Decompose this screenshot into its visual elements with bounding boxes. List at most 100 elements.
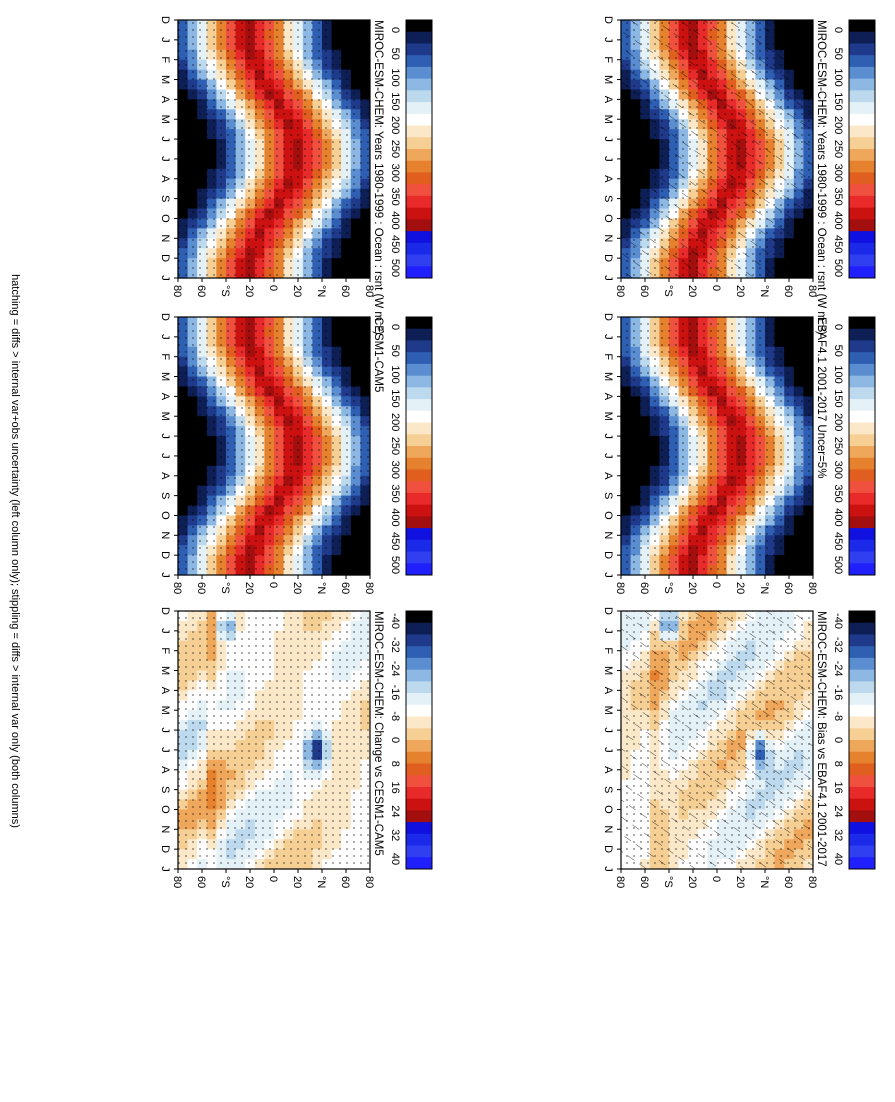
- x-tick-label: D: [602, 607, 614, 615]
- color-swatch: [849, 798, 875, 811]
- x-tick-label: A: [602, 472, 614, 480]
- x-tick-label: S: [159, 195, 171, 202]
- color-bar-label: 150: [832, 92, 844, 110]
- color-swatch: [849, 340, 875, 353]
- color-swatch: [406, 669, 432, 682]
- y-tick-label: 80: [614, 876, 626, 888]
- color-swatch: [849, 125, 875, 138]
- color-bar-label: 0: [389, 737, 401, 743]
- color-bar-label: 350: [832, 484, 844, 502]
- color-swatch: [849, 184, 875, 197]
- color-swatch: [849, 78, 875, 91]
- x-tick-label: O: [602, 511, 614, 520]
- color-swatch: [406, 207, 432, 220]
- color-bar-label: 100: [389, 68, 401, 86]
- y-tick-label: °S: [662, 582, 674, 594]
- color-swatch: [849, 434, 875, 447]
- color-swatch: [406, 20, 432, 33]
- x-tick-label: A: [602, 393, 614, 401]
- color-swatch: [849, 231, 875, 244]
- color-swatch: [406, 857, 432, 870]
- color-swatch: [406, 822, 432, 835]
- x-tick-label: F: [602, 56, 614, 63]
- color-swatch: [406, 219, 432, 232]
- x-tick-label: F: [159, 353, 171, 360]
- color-swatch: [406, 704, 432, 717]
- y-tick-label: 80: [363, 582, 375, 594]
- color-bar: 0 50 100 150 200 250 300 350 400 450 500: [832, 19, 876, 279]
- color-swatch: [406, 728, 432, 741]
- color-swatch: [406, 469, 432, 482]
- color-swatch: [406, 611, 432, 624]
- color-swatch: [849, 469, 875, 482]
- color-swatch: [406, 195, 432, 209]
- x-tick-label: J: [159, 156, 171, 162]
- color-swatch: [849, 219, 875, 232]
- x-tick-label: D: [602, 313, 614, 321]
- color-bar-label: 8: [389, 761, 401, 767]
- color-bar-label: 0: [832, 27, 844, 33]
- x-tick-label: D: [159, 607, 171, 615]
- y-tick-label: 80: [171, 876, 183, 888]
- x-tick-label: S: [602, 786, 614, 793]
- color-swatch: [406, 102, 432, 115]
- figure-canvas: MIROC-ESM-CHEM: Years 1980-1999 : Ocean …: [9, 16, 876, 888]
- x-tick-label: N: [602, 825, 614, 833]
- color-swatch: [406, 31, 432, 44]
- x-tick-label: M: [602, 372, 614, 381]
- x-tick-label: A: [159, 472, 171, 480]
- color-bar-label: 250: [832, 437, 844, 455]
- color-bar-label: 50: [389, 345, 401, 357]
- color-bar-label: 400: [389, 508, 401, 526]
- figure-footer: hatching = diffs > internal var+obs unce…: [9, 274, 21, 828]
- color-swatch: [406, 184, 432, 197]
- color-swatch: [849, 822, 875, 835]
- color-swatch: [849, 410, 875, 423]
- color-swatch: [849, 399, 875, 412]
- x-tick-label: M: [159, 706, 171, 715]
- color-swatch: [849, 317, 875, 330]
- color-bar-label: 200: [389, 116, 401, 134]
- color-bar-label: 100: [832, 365, 844, 383]
- panel-6: MIROC-ESM-CHEM: Change vs CESM1-CAM5 D J F M…: [159, 607, 433, 888]
- y-tick-label: 60: [339, 876, 351, 888]
- x-tick-label: N: [602, 531, 614, 539]
- color-swatch: [849, 775, 875, 788]
- color-swatch: [406, 266, 432, 279]
- color-swatch: [849, 102, 875, 115]
- color-bar-label: 350: [389, 187, 401, 205]
- y-tick-label: 20: [243, 876, 255, 888]
- x-tick-label: M: [602, 75, 614, 84]
- color-swatch: [849, 551, 875, 564]
- color-swatch: [406, 481, 432, 494]
- y-tick-label: 0: [267, 582, 279, 588]
- color-swatch: [406, 160, 432, 173]
- color-bar-label: 0: [832, 737, 844, 743]
- color-bar: 0 50 100 150 200 250 300 350 400 450 500: [389, 19, 433, 279]
- color-swatch: [406, 43, 432, 56]
- y-tick-label: 0: [267, 285, 279, 291]
- color-swatch: [406, 646, 432, 659]
- x-tick-label: O: [602, 214, 614, 223]
- y-tick-label: 20: [243, 285, 255, 297]
- color-bar-label: 300: [389, 164, 401, 182]
- color-swatch: [406, 457, 432, 470]
- color-bar-label: -40: [389, 613, 401, 629]
- color-bar-label: 16: [832, 781, 844, 793]
- color-swatch: [406, 504, 432, 517]
- color-bar-label: 450: [389, 235, 401, 253]
- color-swatch: [849, 716, 875, 729]
- panel-2: EBAF4.1 2001-2017 Uncer=5% D J F M A M J J A S O N D J…: [602, 313, 876, 594]
- color-swatch: [849, 646, 875, 659]
- color-bar-label: 150: [389, 389, 401, 407]
- color-swatch: [406, 657, 432, 671]
- y-tick-label: 0: [710, 582, 722, 588]
- color-swatch: [849, 195, 875, 209]
- color-bar-label: -40: [832, 613, 844, 629]
- color-swatch: [849, 740, 875, 753]
- x-tick-label: J: [602, 275, 614, 281]
- color-bar-label: -32: [832, 637, 844, 653]
- y-tick-label: °N: [315, 582, 327, 594]
- x-tick-label: M: [159, 115, 171, 124]
